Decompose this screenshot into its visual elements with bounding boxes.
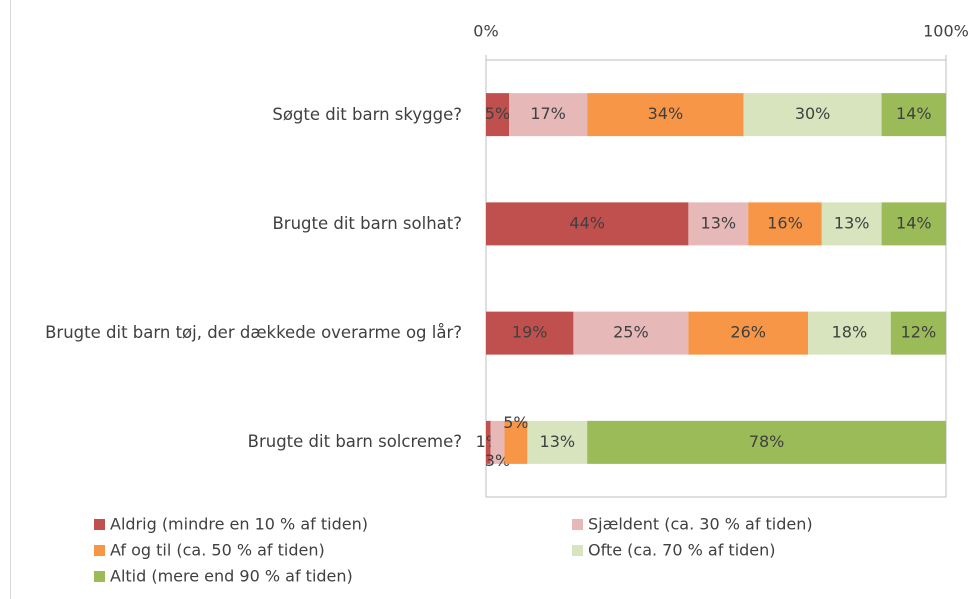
bar-segment <box>504 420 528 464</box>
data-label: 14% <box>896 104 932 123</box>
data-label: 78% <box>749 432 785 451</box>
data-label: 13% <box>834 213 870 232</box>
bar-segment <box>527 420 588 464</box>
bar-segment <box>509 93 588 137</box>
y-tick-label: Brugte dit barn solcreme? <box>2 431 462 453</box>
data-label: 25% <box>613 323 649 342</box>
data-label: 34% <box>648 104 684 123</box>
data-label: 13% <box>701 213 737 232</box>
category-text: Brugte dit barn tøj, der dækkede overarm… <box>45 323 462 343</box>
legend-swatch <box>94 571 105 582</box>
data-label: 5% <box>485 104 510 123</box>
bar-segment <box>587 420 946 464</box>
data-label: 14% <box>896 213 932 232</box>
category-text: Brugte dit barn solhat? <box>272 213 462 233</box>
legend-swatch <box>572 545 583 556</box>
data-label: 30% <box>795 104 831 123</box>
data-label: 5% <box>503 413 528 432</box>
bar-segment <box>573 311 689 355</box>
bar-segment <box>688 202 749 246</box>
bar-segment <box>743 93 882 137</box>
x-tick-label: 0% <box>473 22 498 41</box>
bar-segment <box>890 311 946 355</box>
y-tick-label: Søgte dit barn skygge? <box>2 104 462 126</box>
legend-label: Aldrig (mindre en 10 % af tiden) <box>110 515 368 534</box>
data-label: 18% <box>832 323 868 342</box>
bar-segment <box>881 202 946 246</box>
data-label: 12% <box>901 323 937 342</box>
bar-segment <box>587 93 744 137</box>
legend-swatch <box>572 519 583 530</box>
data-label: 19% <box>512 323 548 342</box>
category-text: Brugte dit barn solcreme? <box>247 432 462 452</box>
legend-label: Altid (mere end 90 % af tiden) <box>110 567 353 586</box>
bar-segment <box>486 202 689 246</box>
data-label: 16% <box>767 213 803 232</box>
bar-segment <box>881 93 946 137</box>
y-tick-label: Brugte dit barn solhat? <box>2 213 462 235</box>
bar-segment <box>821 202 882 246</box>
data-label: 44% <box>569 213 605 232</box>
data-label: 13% <box>540 432 576 451</box>
legend-label: Sjældent (ca. 30 % af tiden) <box>588 515 813 534</box>
bar-segment <box>808 311 891 355</box>
bar-segment <box>490 420 505 464</box>
legend-swatch <box>94 545 105 556</box>
plot-area <box>485 59 947 498</box>
x-tick-label: 100% <box>923 22 969 41</box>
data-label: 26% <box>730 323 766 342</box>
bar-segment <box>486 420 491 464</box>
legend-label: Ofte (ca. 70 % af tiden) <box>588 541 776 560</box>
bar-segment <box>748 202 822 246</box>
legend-label: Af og til (ca. 50 % af tiden) <box>110 541 325 560</box>
legend-swatch <box>94 519 105 530</box>
category-text: Søgte dit barn skygge? <box>272 104 462 124</box>
data-label: 17% <box>530 104 566 123</box>
data-label: 3% <box>485 451 510 470</box>
bar-segment <box>688 311 808 355</box>
bar-segment <box>486 311 574 355</box>
y-tick-label: Brugte dit barn tøj, der dækkede overarm… <box>2 322 462 344</box>
bar-segment <box>486 93 509 137</box>
